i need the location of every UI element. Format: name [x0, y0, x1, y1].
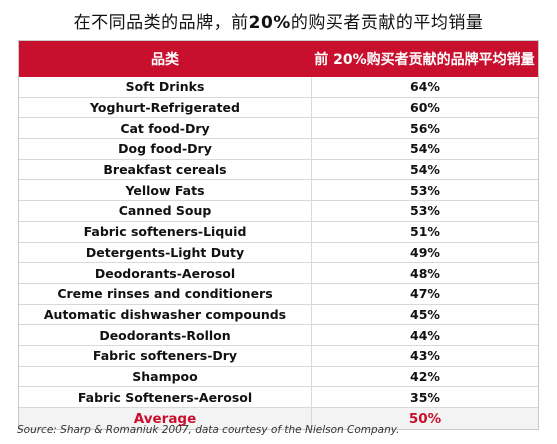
table-header: 品类 前 20%购买者贡献的品牌平均销量 — [19, 41, 538, 77]
row-value: 53% — [410, 182, 440, 198]
row-category: Yoghurt-Refrigerated — [19, 97, 312, 118]
row-category: Shampoo — [19, 366, 312, 387]
table-row: Detergents-Light Duty 49% — [19, 242, 538, 264]
page-title: 在不同品类的品牌，前20%的购买者贡献的平均销量 — [0, 8, 557, 33]
table-row: Breakfast cereals 54% — [19, 159, 538, 181]
header-category: 品类 — [151, 52, 179, 68]
row-category: Dog food-Dry — [19, 139, 312, 159]
row-category: Deodorants-Rollon — [19, 325, 312, 345]
table-row: Canned Soup 53% — [19, 201, 538, 222]
table-row: Fabric Softeners-Aerosol 35% — [19, 387, 538, 408]
row-value: 54% — [410, 141, 440, 157]
row-value: 45% — [410, 306, 440, 322]
table-row: Soft Drinks 64% — [19, 77, 538, 98]
row-category: Fabric Softeners-Aerosol — [19, 387, 312, 407]
row-value: 54% — [410, 162, 440, 178]
row-value: 53% — [410, 203, 440, 219]
table-row: Yoghurt-Refrigerated 60% — [19, 97, 538, 119]
row-category: Automatic dishwasher compounds — [19, 304, 312, 325]
average-row: Average 50% — [19, 408, 538, 429]
row-category: Detergents-Light Duty — [19, 242, 312, 263]
title-percent: 20% — [248, 13, 291, 33]
row-value: 47% — [410, 286, 440, 302]
source-note: Source: Sharp & Romaniuk 2007, data cour… — [17, 424, 400, 436]
sales-table: 品类 前 20%购买者贡献的品牌平均销量 Soft Drinks 64% Yoghu… — [18, 40, 539, 430]
row-value: 43% — [410, 348, 440, 364]
average-label: Average — [19, 408, 312, 429]
row-category: Soft Drinks — [19, 77, 312, 97]
row-value: 49% — [410, 244, 440, 260]
title-suffix: 的购买者贡献的平均销量 — [290, 13, 484, 33]
row-value: 56% — [410, 120, 440, 136]
table-row: Deodorants-Aerosol 48% — [19, 263, 538, 284]
row-category: Cat food-Dry — [19, 118, 312, 139]
header-value: 前 20%购买者贡献的品牌平均销量 — [314, 52, 535, 68]
row-category: Breakfast cereals — [19, 159, 312, 180]
table-row: Shampoo 42% — [19, 366, 538, 388]
row-value: 51% — [410, 224, 440, 240]
table-row: Cat food-Dry 56% — [19, 118, 538, 140]
table-row: Fabric softeners-Liquid 51% — [19, 221, 538, 243]
row-category: Canned Soup — [19, 201, 312, 221]
row-category: Creme rinses and conditioners — [19, 283, 312, 304]
row-category: Fabric softeners-Dry — [19, 345, 312, 366]
row-value: 64% — [410, 79, 440, 95]
row-value: 44% — [410, 327, 440, 343]
table-row: Deodorants-Rollon 44% — [19, 325, 538, 346]
title-prefix: 在不同品类的品牌，前 — [73, 13, 249, 33]
table-row: Creme rinses and conditioners 47% — [19, 283, 538, 305]
average-value: 50% — [408, 410, 442, 427]
table-row: Fabric softeners-Dry 43% — [19, 345, 538, 367]
row-value: 42% — [410, 368, 440, 384]
table-row: Yellow Fats 53% — [19, 180, 538, 202]
row-category: Yellow Fats — [19, 180, 312, 201]
table-row: Automatic dishwasher compounds 45% — [19, 304, 538, 326]
row-value: 60% — [410, 100, 440, 116]
table-body: Soft Drinks 64% Yoghurt-Refrigerated 60% Cat… — [19, 77, 538, 408]
table-row: Dog food-Dry 54% — [19, 139, 538, 160]
row-value: 48% — [410, 265, 440, 281]
row-category: Fabric softeners-Liquid — [19, 221, 312, 242]
row-category: Deodorants-Aerosol — [19, 263, 312, 283]
row-value: 35% — [410, 389, 440, 405]
